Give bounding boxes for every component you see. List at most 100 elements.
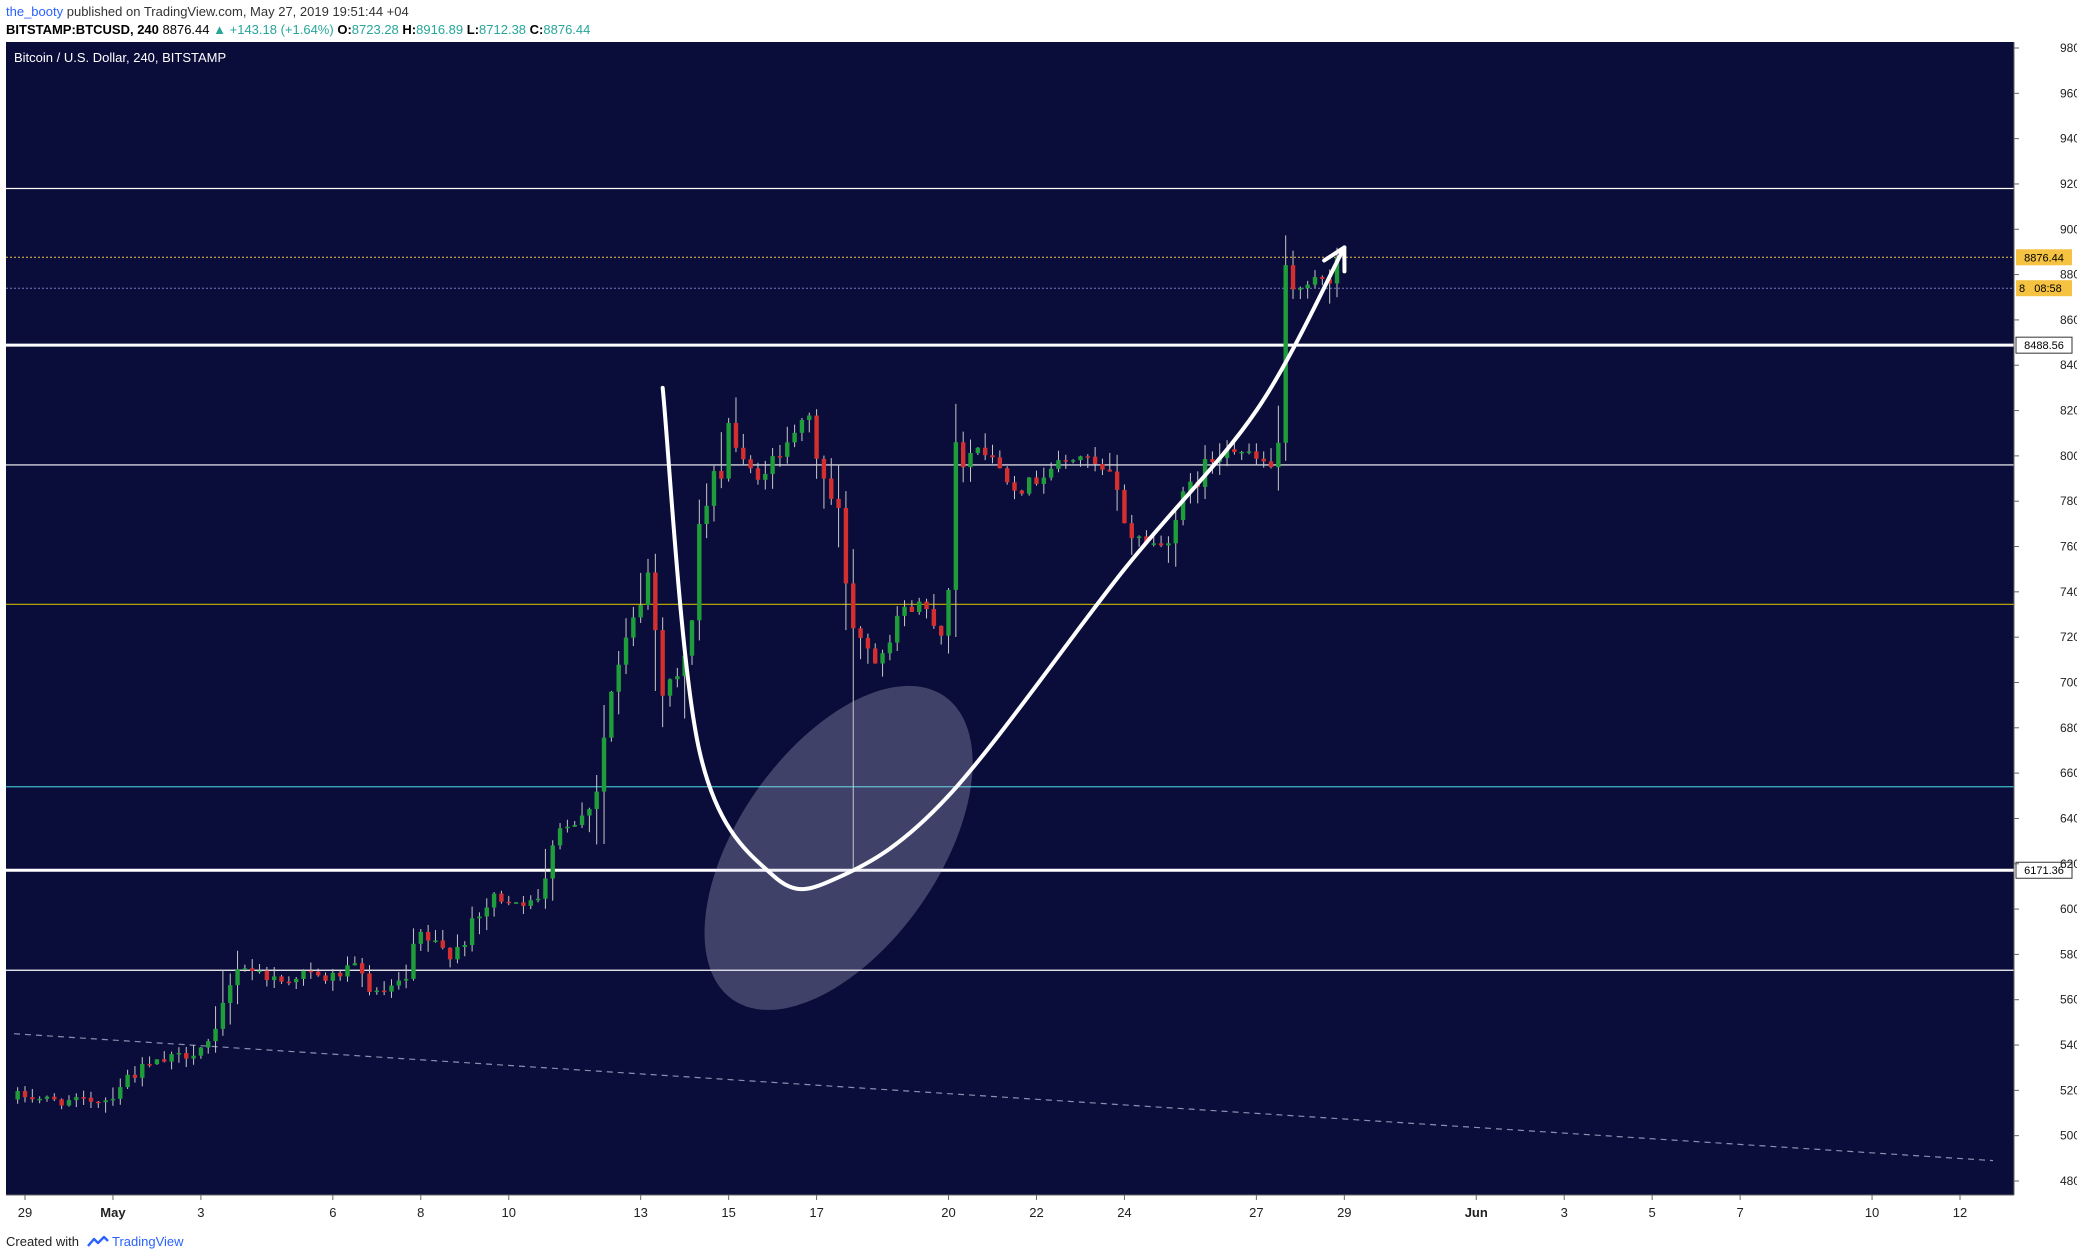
candle-body	[15, 1091, 20, 1100]
candle-body	[22, 1091, 28, 1098]
candle-body	[323, 975, 328, 981]
candle-body	[1019, 490, 1025, 494]
candle-body	[543, 878, 548, 899]
candle-body	[345, 965, 350, 977]
candle-body	[667, 679, 673, 696]
candle-body	[176, 1052, 182, 1055]
level-price-tag	[2015, 861, 2073, 879]
x-tick-label: 29	[18, 1205, 32, 1220]
price-change: ▲ +143.18 (+1.64%)	[213, 22, 334, 37]
plot-area[interactable]	[6, 42, 2014, 1195]
candle-body	[557, 828, 563, 846]
candle-body	[125, 1074, 130, 1088]
candle-body	[44, 1096, 50, 1099]
candle-body	[455, 946, 460, 960]
candle-body	[1305, 284, 1310, 289]
tradingview-brand[interactable]: TradingView	[112, 1234, 184, 1249]
candle-body	[792, 432, 797, 443]
candle-body	[741, 447, 746, 460]
candle-body	[403, 978, 409, 981]
candle-body	[1107, 469, 1112, 472]
candle-body	[990, 455, 995, 458]
candle-body	[1312, 277, 1318, 285]
candle-body	[975, 447, 981, 453]
candle-body	[755, 468, 761, 480]
x-tick-label: 5	[1649, 1205, 1656, 1220]
candle-body	[477, 916, 482, 919]
candle-body	[653, 572, 658, 631]
x-tick-label: 27	[1249, 1205, 1263, 1220]
candle-body	[52, 1096, 57, 1100]
candle-body	[315, 971, 321, 976]
low-label: L:	[466, 22, 480, 37]
candle-body	[1327, 278, 1332, 284]
candle-body	[1334, 257, 1340, 284]
candle-body	[1276, 442, 1281, 468]
candle-body	[484, 907, 489, 917]
candle-body	[242, 968, 248, 970]
candle-body	[330, 972, 336, 981]
candle-body	[1232, 449, 1237, 453]
y-tick-label: 4800.00	[2060, 1174, 2077, 1188]
y-tick-label: 8600.00	[2060, 313, 2077, 327]
candle-body	[843, 507, 849, 584]
candle-body	[96, 1101, 101, 1104]
candle-body	[37, 1098, 42, 1101]
candle-body	[154, 1059, 160, 1065]
y-tick-label: 8200.00	[2060, 404, 2077, 418]
chart-title: Bitcoin / U.S. Dollar, 240, BITSTAMP	[14, 50, 226, 65]
y-tick-label: 9200.00	[2060, 177, 2077, 191]
candle-body	[293, 978, 299, 983]
last-price-label: 8876.44	[2024, 252, 2064, 264]
countdown-prefix: 8	[2019, 283, 2025, 295]
candle-body	[697, 524, 702, 621]
candle-body	[462, 945, 467, 947]
x-tick-label: 6	[329, 1205, 336, 1220]
candlestick-chart[interactable]: 8488.56 6171.36 8876.44 8 08:58 4800.00 5000.…	[0, 38, 2077, 1233]
candle-body	[88, 1097, 94, 1102]
open-value: 8723.28	[351, 22, 399, 37]
candle-body	[198, 1047, 204, 1056]
candle-body	[235, 969, 240, 986]
candle-body	[140, 1064, 145, 1078]
author-link[interactable]: the_booty	[6, 4, 64, 19]
candle-body	[1180, 491, 1186, 520]
candle-body	[726, 422, 731, 479]
candle-body	[110, 1098, 116, 1101]
candle-body	[367, 973, 372, 992]
candle-body	[469, 918, 475, 946]
candle-body	[799, 420, 805, 433]
candle-body	[821, 458, 827, 479]
candle-body	[982, 447, 988, 456]
candle-body	[719, 471, 724, 479]
candle-body	[213, 1028, 218, 1042]
candle-body	[521, 902, 526, 906]
candle-body	[1100, 463, 1105, 470]
countdown-tag	[2016, 280, 2072, 297]
publish-info: the_booty published on TradingView.com, …	[6, 4, 409, 19]
candle-body	[206, 1041, 211, 1048]
y-tick-label: 6000.00	[2060, 902, 2077, 916]
candle-body	[74, 1097, 79, 1101]
candle-body	[30, 1097, 35, 1100]
candle-body	[228, 985, 233, 1003]
chart-frame[interactable]: 8488.56 6171.36 8876.44 8 08:58 4800.00 5000.…	[0, 38, 2077, 1233]
candle-body	[1012, 482, 1017, 491]
y-tick-label: 6200.00	[2060, 857, 2077, 871]
candle-body	[147, 1064, 152, 1066]
candle-body	[513, 902, 519, 904]
candle-body	[836, 498, 841, 508]
candle-body	[359, 963, 365, 974]
y-tick-label: 9400.00	[2060, 132, 2077, 146]
x-tick-label: 20	[941, 1205, 955, 1220]
candle-body	[1298, 288, 1303, 290]
candle-body	[59, 1099, 64, 1106]
candle-body	[162, 1059, 167, 1062]
candle-body	[675, 676, 680, 680]
candle-body	[1048, 468, 1054, 478]
candle-body	[953, 442, 959, 590]
x-tick-label: May	[100, 1205, 126, 1220]
candle-body	[1122, 489, 1127, 524]
candle-body	[132, 1074, 138, 1078]
close-value: 8876.44	[543, 22, 591, 37]
